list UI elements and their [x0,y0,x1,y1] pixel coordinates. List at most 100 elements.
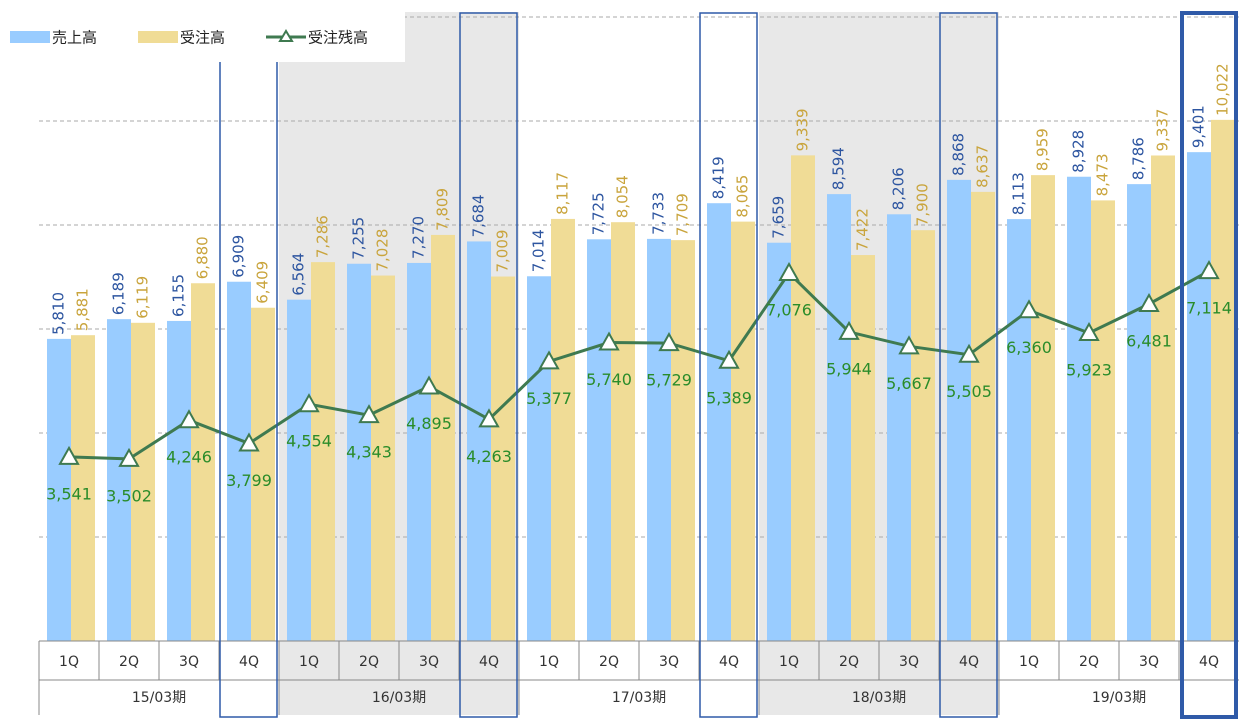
group-label: 19/03期 [1092,690,1146,706]
bar [1187,152,1211,641]
bar [47,338,71,641]
bar [1211,119,1235,641]
group-label: 16/03期 [372,690,426,706]
value-label: 3,799 [226,471,272,490]
legend-swatch [138,31,178,43]
x-tick-label: 3Q [1139,654,1159,670]
value-label: 7,422 [854,208,872,251]
bar [947,179,971,641]
line-marker [238,432,260,452]
line-marker [298,393,320,413]
highlight-box [459,12,518,718]
x-tick-label: 4Q [479,654,499,670]
group-label: 18/03期 [852,690,906,706]
bar [407,262,431,641]
bar [311,262,335,641]
value-label: 5,667 [886,374,932,393]
value-label: 8,065 [734,175,752,218]
line-marker [838,320,860,340]
line-marker [1198,260,1220,280]
x-tick-label: 1Q [1019,654,1039,670]
x-tick-label: 4Q [959,654,979,670]
value-label: 5,729 [646,371,692,390]
value-label: 7,255 [350,217,368,260]
value-label: 7,270 [410,216,428,259]
value-label: 5,944 [826,359,872,378]
bar [347,263,371,641]
value-label: 7,809 [434,188,452,231]
value-label: 7,733 [650,192,668,235]
highlight-box [939,12,998,718]
value-label: 7,076 [766,301,812,320]
bar [1127,184,1151,642]
line-marker [358,404,380,424]
value-label: 4,895 [406,414,452,433]
x-tick-label: 3Q [659,654,679,670]
line-marker [898,335,920,355]
line-marker [1018,299,1040,319]
value-label: 4,554 [286,432,332,451]
bar [551,218,575,641]
bar [1031,175,1055,641]
line-marker [958,343,980,363]
group-label: 17/03期 [612,690,666,706]
bar [647,238,671,641]
x-tick-label: 2Q [839,654,859,670]
value-label: 8,868 [950,133,968,176]
value-label: 4,246 [166,448,212,467]
bar [707,203,731,641]
x-tick-label: 4Q [239,654,259,670]
value-label: 3,502 [106,486,152,505]
x-tick-label: 2Q [359,654,379,670]
value-label: 6,155 [170,274,188,317]
x-tick-label: 1Q [779,654,799,670]
value-label: 6,564 [290,253,308,296]
value-label: 8,473 [1094,153,1112,196]
value-label: 9,401 [1190,105,1208,148]
value-label: 5,810 [50,292,68,335]
highlight-box [699,12,758,718]
value-label: 8,113 [1010,172,1028,215]
bar [491,276,515,641]
value-label: 8,928 [1070,130,1088,173]
value-label: 6,880 [194,236,212,279]
value-label: 9,337 [1154,109,1172,152]
x-tick-label: 3Q [179,654,199,670]
value-label: 7,709 [674,193,692,236]
bar [431,234,455,641]
value-label: 10,022 [1214,63,1232,116]
bar [791,155,815,641]
x-tick-label: 4Q [1199,654,1219,670]
bar [851,255,875,641]
bar [287,299,311,641]
bar [371,275,395,641]
x-tick-label: 3Q [419,654,439,670]
value-label: 7,725 [590,192,608,235]
line-marker [478,408,500,428]
x-tick-label: 3Q [899,654,919,670]
value-label: 6,409 [254,261,272,304]
value-label: 5,389 [706,388,752,407]
bar [251,307,275,641]
line-marker [418,375,440,395]
legend-label: 受注残高 [308,29,368,47]
bar [1067,176,1091,641]
value-label: 8,637 [974,145,992,188]
value-label: 8,054 [614,175,632,218]
bar [1151,155,1175,641]
bar [191,283,215,641]
x-tick-label: 1Q [539,654,559,670]
line-marker [718,349,740,369]
bar [467,241,491,641]
value-label: 8,206 [890,167,908,210]
legend-label: 売上高 [52,29,97,47]
bar [887,214,911,641]
legend-box [0,0,405,62]
value-label: 7,009 [494,230,512,273]
value-label: 6,189 [110,272,128,315]
value-label: 4,263 [466,447,512,466]
value-label: 7,028 [374,229,392,272]
bar [767,242,791,641]
value-label: 5,881 [74,288,92,331]
